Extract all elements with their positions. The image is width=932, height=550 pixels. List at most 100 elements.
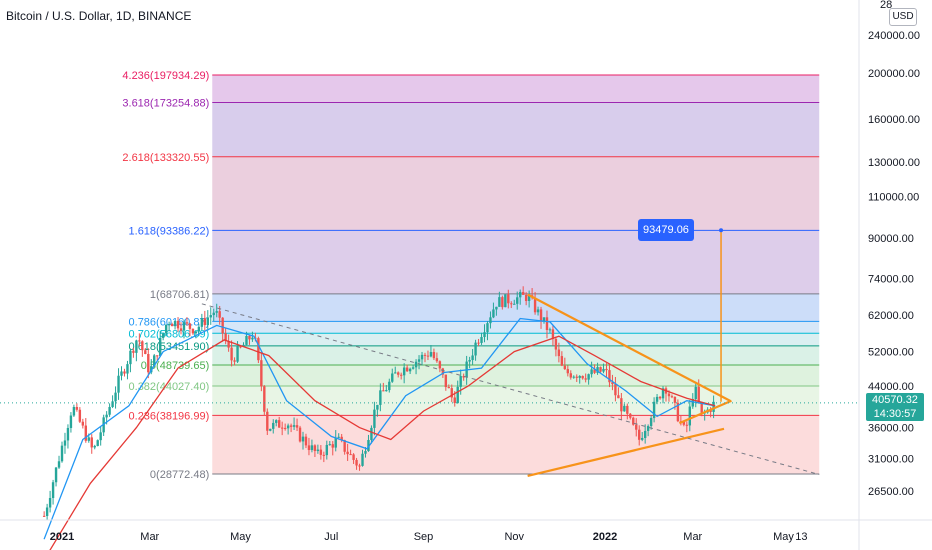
candle-body: [492, 309, 495, 318]
candle-body: [120, 371, 123, 376]
candle-body: [411, 367, 415, 369]
candle-body: [605, 368, 608, 371]
fib-band: [212, 345, 820, 365]
price-axis-tick-partial: 28: [880, 0, 892, 11]
candle-body: [426, 355, 430, 357]
candle-body: [632, 417, 635, 425]
trend-line-lower: [527, 427, 725, 478]
candle-body: [670, 396, 674, 398]
candle-body: [438, 361, 442, 369]
candle-body: [129, 350, 132, 365]
candle-body: [516, 297, 519, 304]
candle-body: [554, 338, 558, 350]
candle-body: [206, 317, 209, 326]
candle-body: [652, 401, 656, 419]
candle-body: [447, 387, 450, 389]
currency-badge[interactable]: USD: [889, 8, 917, 26]
candle-body: [304, 436, 308, 446]
candle-body: [629, 413, 632, 418]
price-axis-tick: 44000.00: [868, 381, 914, 393]
candle-body: [560, 356, 564, 366]
candle-body: [364, 451, 367, 454]
candle-body: [614, 384, 617, 396]
candle-body: [462, 376, 465, 378]
candle-body: [150, 366, 153, 373]
candle-body: [521, 292, 525, 295]
candle-body: [117, 375, 120, 393]
candle-body: [408, 368, 412, 372]
candle-body: [307, 445, 311, 451]
price-axis-tick: 130000.00: [868, 157, 920, 169]
candle-body: [486, 323, 489, 333]
candle-body: [646, 426, 650, 431]
candle-body: [328, 444, 331, 446]
fib-level-label: 0.702(56806.09): [129, 328, 210, 340]
price-axis-tick: 62000.00: [868, 310, 914, 322]
candle-body: [596, 367, 599, 373]
candle-body: [459, 376, 462, 387]
candle-body: [182, 322, 186, 331]
time-axis-tick: Mar: [140, 531, 159, 543]
candle-body: [221, 317, 224, 334]
countdown-timer: 14:30:57: [873, 408, 917, 420]
candle-body: [524, 294, 528, 301]
price-axis-tick: 160000.00: [868, 114, 920, 126]
candle-body: [257, 338, 260, 361]
candle-body: [700, 402, 703, 414]
time-axis-tick: Sep: [414, 531, 434, 543]
candle-body: [563, 365, 567, 370]
candle-body: [581, 375, 584, 379]
candle-body: [450, 388, 453, 398]
candle-body: [611, 382, 614, 385]
candle-body: [135, 340, 138, 353]
candle-body: [551, 329, 555, 339]
fib-level-label: 3.618(173254.88): [122, 98, 209, 110]
candle-body: [87, 437, 90, 441]
candle-body: [325, 444, 329, 456]
candle-body: [322, 454, 326, 456]
candle-body: [331, 444, 334, 448]
candle-body: [51, 482, 55, 499]
candle-body: [111, 401, 114, 407]
candle-body: [144, 350, 147, 355]
moving-average-line: [43, 317, 716, 540]
candle-body: [248, 335, 251, 340]
candle-body: [548, 329, 552, 331]
fib-band: [212, 333, 820, 346]
candle-body: [626, 405, 629, 414]
candle-body: [236, 346, 239, 362]
candle-body: [170, 324, 174, 327]
fib-level-label: 2.618(133320.55): [122, 152, 209, 164]
time-axis-tick: 2021: [50, 531, 74, 543]
fib-band: [212, 102, 820, 157]
candle-body: [200, 318, 204, 327]
candle-body: [712, 401, 715, 412]
candle-body: [233, 360, 236, 362]
candle-body: [635, 424, 638, 430]
price-axis-tick: 200000.00: [868, 68, 920, 80]
candle-body: [456, 386, 459, 404]
candle-body: [414, 361, 418, 368]
candle-body: [361, 453, 364, 466]
candle-body: [545, 317, 549, 331]
candle-body: [477, 342, 480, 344]
candle-body: [251, 337, 254, 340]
current-price-value: 40570.32: [872, 394, 918, 406]
candle-body: [283, 427, 287, 429]
candle-body: [176, 320, 180, 329]
candle-body: [108, 406, 111, 415]
candle-body: [123, 371, 126, 374]
candle-body: [673, 396, 677, 403]
candle-body: [676, 402, 680, 422]
candle-body: [224, 333, 227, 342]
candle-body: [593, 369, 596, 373]
candle-body: [153, 355, 156, 367]
candle-body: [480, 337, 483, 343]
candle-body: [156, 355, 159, 357]
candle-body: [489, 317, 492, 324]
candle-body: [66, 427, 70, 441]
candle-body: [141, 341, 144, 351]
candle-body: [280, 427, 284, 429]
fibonacci-labels: 4.236(197934.29) 3.618(173254.88) 2.618(13…: [122, 70, 209, 481]
